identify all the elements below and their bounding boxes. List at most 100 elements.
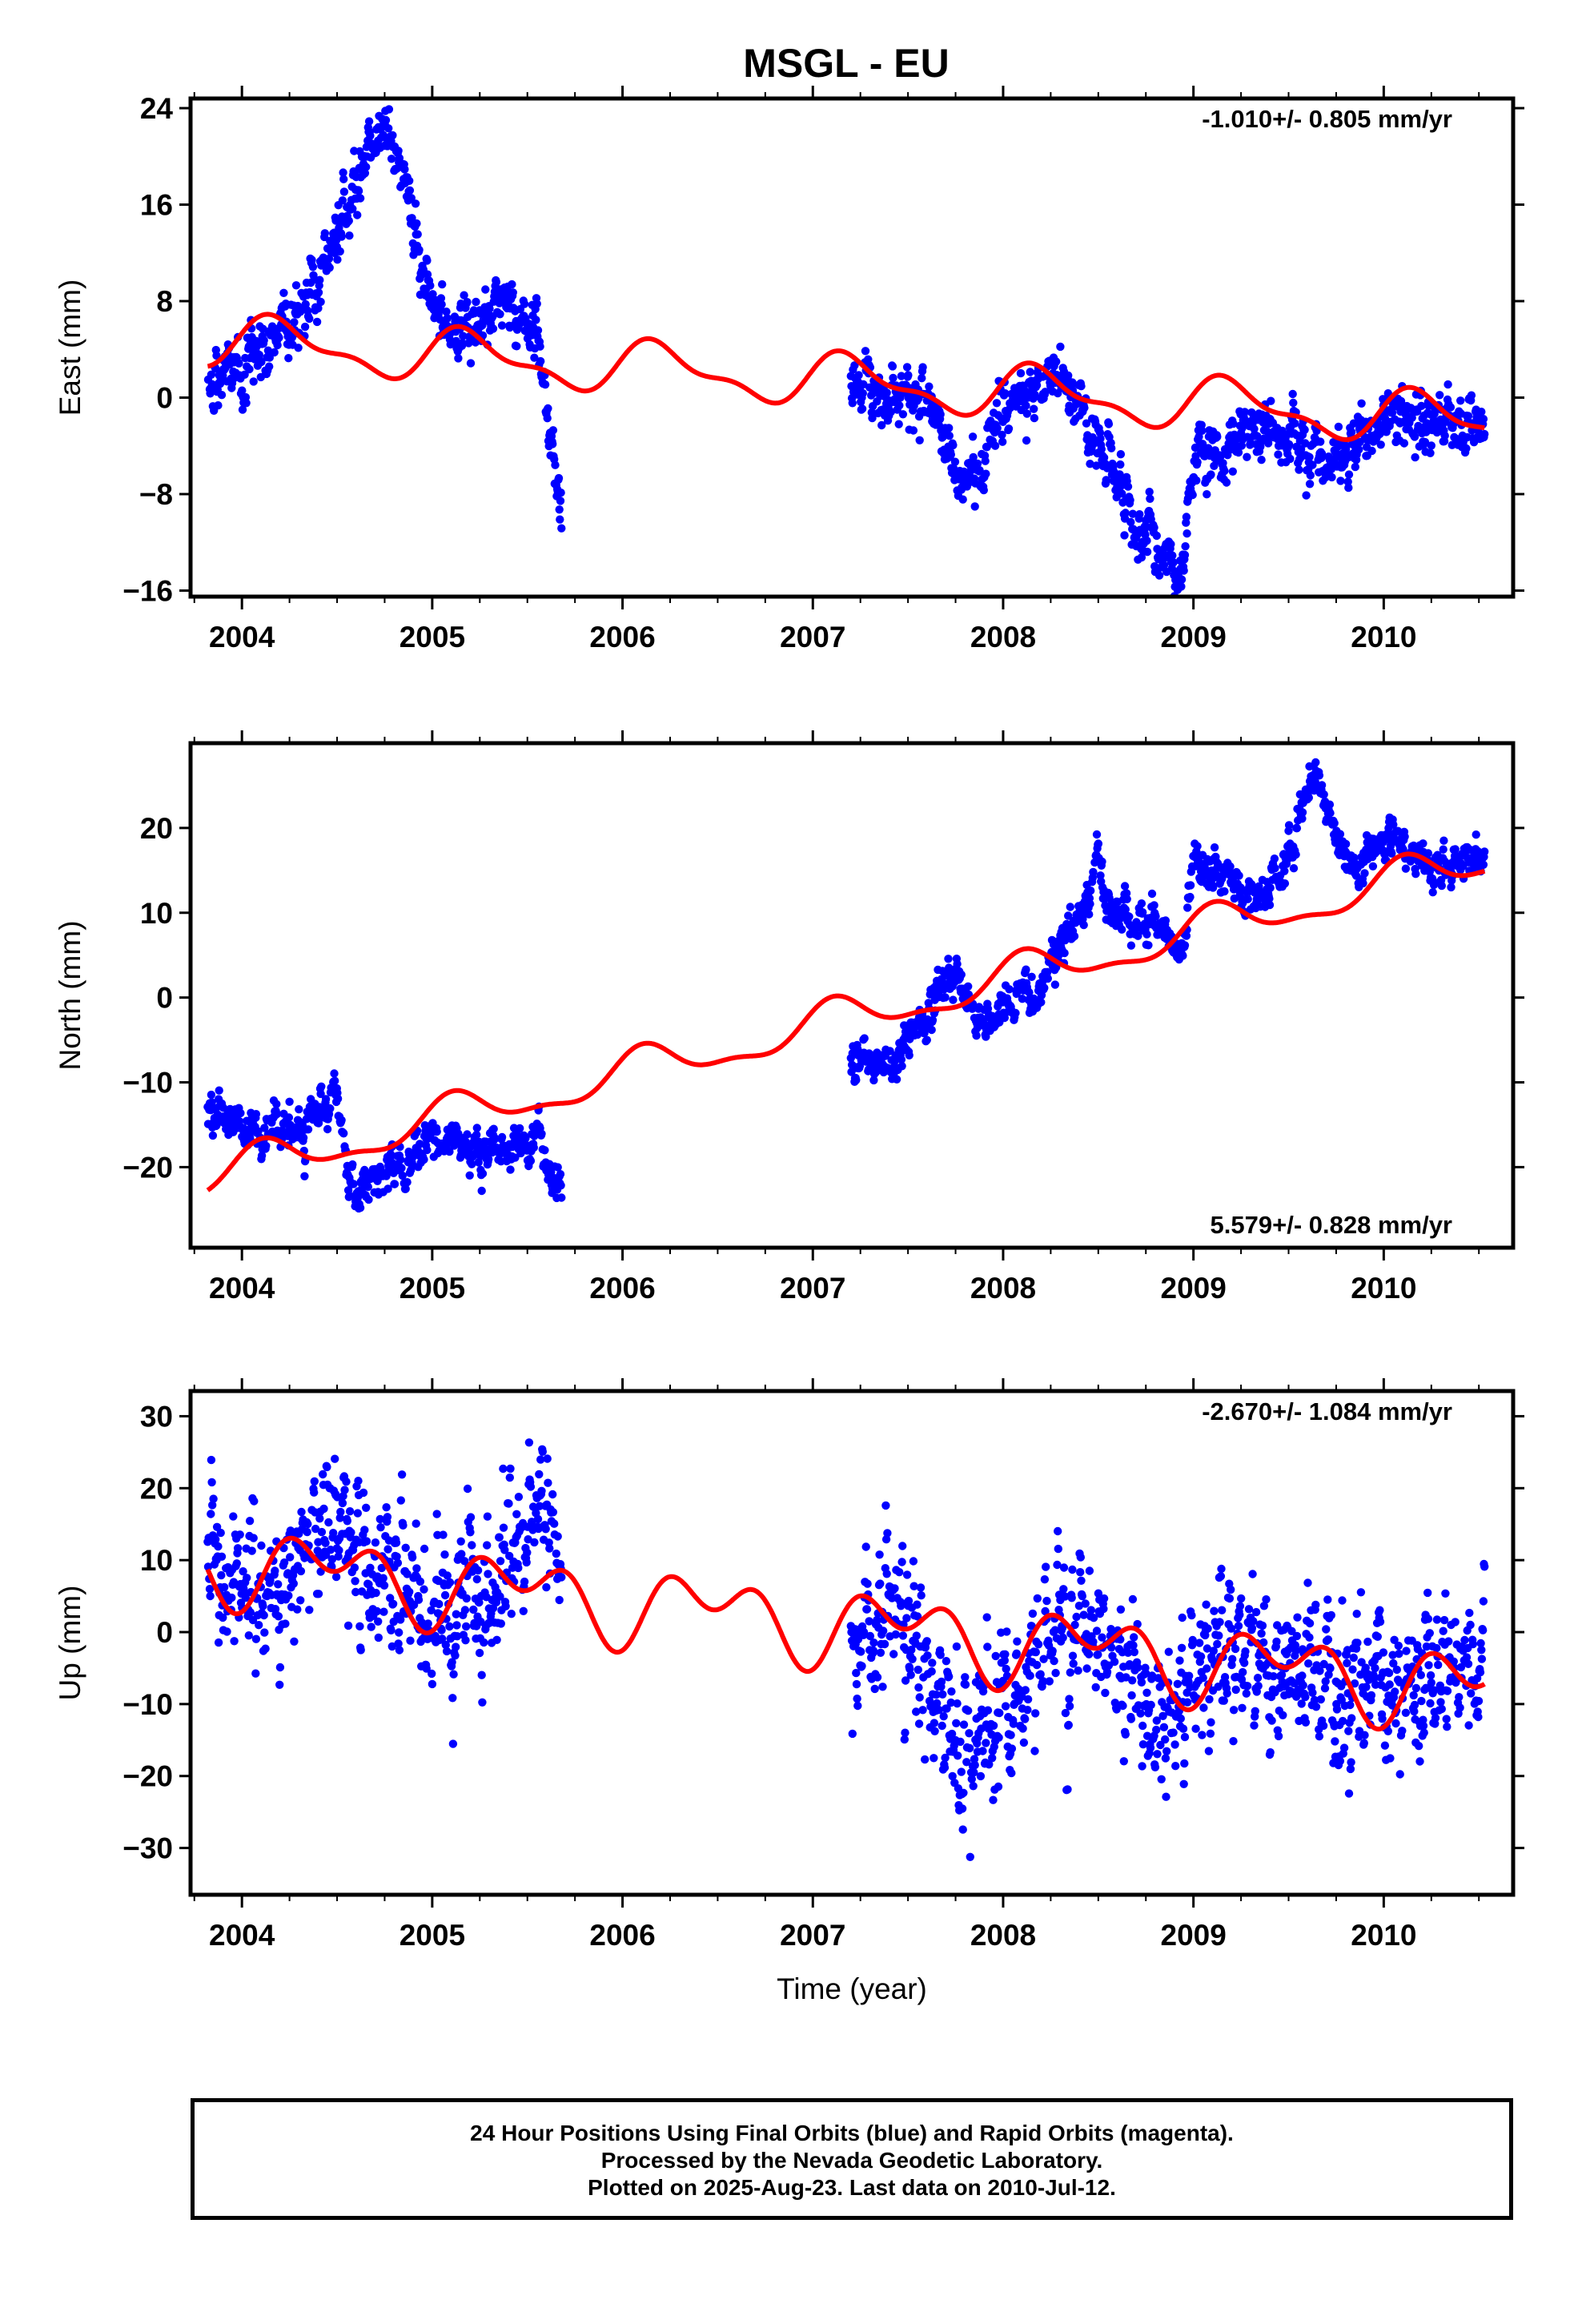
- data-point: [1135, 510, 1144, 519]
- y-tick-label: 0: [156, 982, 173, 1015]
- data-point: [1000, 1013, 1010, 1023]
- data-point: [1079, 1610, 1088, 1619]
- data-point: [506, 1464, 515, 1474]
- data-point: [275, 333, 283, 342]
- data-point: [535, 1470, 544, 1479]
- data-point: [236, 1108, 245, 1118]
- data-point: [948, 1771, 957, 1781]
- data-point: [1203, 1624, 1212, 1633]
- data-point: [1066, 1668, 1075, 1677]
- data-point: [1006, 1731, 1015, 1739]
- data-point: [516, 1124, 524, 1133]
- data-point: [468, 1160, 476, 1168]
- data-point: [1426, 448, 1435, 457]
- data-point: [1068, 1651, 1078, 1660]
- data-point: [301, 300, 310, 309]
- data-point: [1213, 432, 1222, 441]
- data-point: [982, 1739, 990, 1747]
- x-tick-label: 2007: [780, 1272, 845, 1305]
- data-point: [1186, 881, 1195, 890]
- data-point: [1203, 1664, 1211, 1673]
- data-point: [557, 1573, 566, 1582]
- data-point: [1009, 1719, 1018, 1728]
- data-point: [207, 1478, 216, 1487]
- data-point: [1146, 1700, 1155, 1710]
- data-point: [1203, 1644, 1212, 1653]
- data-point: [909, 1582, 918, 1590]
- data-point: [1146, 1743, 1155, 1752]
- data-point: [279, 1558, 289, 1567]
- data-point: [998, 437, 1007, 446]
- data-point: [384, 124, 393, 133]
- data-point: [1041, 1606, 1050, 1616]
- data-point: [1028, 1609, 1038, 1618]
- data-point: [1030, 404, 1038, 413]
- data-point: [983, 1706, 993, 1715]
- data-point: [1116, 460, 1125, 469]
- data-point: [1025, 988, 1034, 997]
- data-point: [1218, 1606, 1227, 1614]
- data-point: [324, 1518, 333, 1527]
- data-point: [1229, 1706, 1239, 1715]
- data-point: [297, 1507, 306, 1517]
- data-point: [853, 1695, 861, 1703]
- data-point: [290, 1637, 299, 1646]
- data-point: [1298, 814, 1307, 823]
- data-point: [1142, 1669, 1150, 1678]
- data-point: [1159, 561, 1169, 569]
- data-point: [918, 363, 927, 372]
- data-point: [296, 1596, 305, 1605]
- data-point: [930, 1727, 939, 1735]
- data-point: [1186, 892, 1195, 902]
- data-point: [1177, 582, 1186, 591]
- data-point: [1291, 1647, 1300, 1655]
- data-point: [339, 175, 348, 183]
- data-point: [303, 1125, 313, 1134]
- data-point: [339, 187, 349, 196]
- plot-frame: [188, 741, 1516, 1250]
- data-point: [917, 374, 926, 383]
- data-point: [1279, 1711, 1287, 1719]
- data-point: [1156, 1740, 1165, 1750]
- data-point: [1154, 571, 1164, 580]
- data-point: [1043, 974, 1053, 983]
- data-point: [936, 410, 945, 419]
- data-point: [326, 1546, 335, 1554]
- data-point: [1321, 1677, 1330, 1686]
- data-point: [934, 1706, 944, 1715]
- data-point: [257, 357, 266, 367]
- data-point: [1322, 1625, 1331, 1634]
- data-point: [414, 1595, 424, 1604]
- data-point: [526, 1482, 536, 1491]
- data-points-north: [203, 758, 1489, 1213]
- data-point: [452, 1642, 460, 1651]
- data-point: [942, 1657, 951, 1666]
- data-point: [895, 401, 904, 410]
- data-point: [1126, 517, 1135, 527]
- data-point: [508, 279, 516, 289]
- data-point: [1152, 1725, 1161, 1735]
- data-point: [390, 1180, 400, 1188]
- data-point: [312, 317, 322, 327]
- data-point: [1183, 903, 1192, 912]
- data-point: [889, 373, 897, 383]
- data-point: [321, 1538, 330, 1548]
- data-point: [1266, 1748, 1275, 1757]
- data-point: [300, 1172, 309, 1181]
- data-point: [524, 1438, 534, 1447]
- data-point: [905, 1051, 913, 1060]
- data-point: [1319, 1721, 1328, 1731]
- data-point: [235, 359, 243, 368]
- data-point: [203, 1562, 213, 1571]
- data-point: [876, 1648, 885, 1657]
- data-point: [1239, 1667, 1247, 1677]
- data-point: [488, 324, 498, 333]
- data-point: [897, 1558, 906, 1566]
- data-point: [982, 1032, 990, 1041]
- data-point: [1259, 1602, 1269, 1610]
- data-point: [336, 1507, 345, 1517]
- data-point: [208, 1501, 217, 1510]
- data-point: [1248, 1570, 1257, 1578]
- data-point: [1269, 1672, 1278, 1681]
- data-point: [492, 278, 501, 287]
